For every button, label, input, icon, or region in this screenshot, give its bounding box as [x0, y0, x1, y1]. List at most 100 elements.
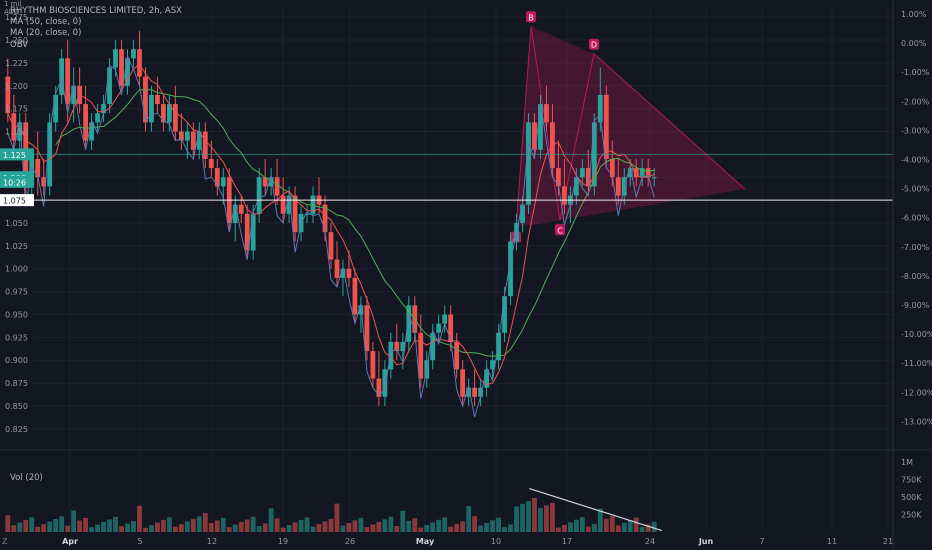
- pattern-point-label: D: [591, 41, 597, 50]
- candle-body: [71, 85, 77, 105]
- x-tick-label: 12: [207, 537, 217, 546]
- candle-body: [394, 341, 400, 352]
- volume-bar: [95, 524, 100, 532]
- volume-bar: [394, 526, 400, 532]
- volume-bar: [280, 527, 286, 532]
- volume-legend[interactable]: Vol (20): [10, 473, 43, 483]
- x-tick-label: 21: [883, 537, 893, 546]
- x-tick-label: 7: [759, 537, 764, 546]
- volume-bar: [178, 524, 184, 532]
- volume-bar: [322, 521, 328, 532]
- candle-body: [454, 341, 460, 370]
- volume-bar: [645, 524, 651, 532]
- x-tick-label: 10: [491, 537, 501, 546]
- volume-bar: [412, 518, 418, 532]
- candle-body: [232, 204, 238, 223]
- volume-bar: [244, 519, 250, 532]
- right-tick-label: -5.00%: [901, 185, 930, 194]
- candle-body: [137, 49, 142, 77]
- volume-bar: [53, 518, 59, 532]
- obv-line: [7, 54, 655, 418]
- volume-bar: [556, 527, 561, 532]
- candle-body: [460, 369, 466, 397]
- volume-bar: [220, 517, 226, 532]
- x-tick-label: 24: [645, 537, 655, 546]
- candle-body: [609, 158, 615, 178]
- volume-bar: [334, 503, 340, 532]
- candle-body: [83, 104, 89, 141]
- volume-bar: [454, 523, 460, 532]
- candle-body: [53, 94, 59, 123]
- left-tick-label: 0.825: [5, 425, 28, 434]
- candle-body: [113, 49, 118, 68]
- volume-bar: [17, 522, 23, 532]
- candle-body: [35, 158, 41, 178]
- ma20-legend[interactable]: MA (20, close, 0): [10, 28, 82, 39]
- volume-bar: [346, 522, 352, 532]
- candle-body: [358, 305, 364, 315]
- volume-bar: [292, 522, 298, 532]
- pattern-point-label: B: [528, 13, 534, 22]
- volume-bar: [5, 515, 11, 532]
- ma50-legend[interactable]: MA (50, close, 0): [10, 17, 82, 28]
- candle-body: [131, 49, 136, 59]
- right-tick-label: 0.00%: [901, 39, 927, 48]
- volume-bar: [166, 517, 172, 532]
- right-tick-label: -13.00%: [901, 417, 932, 426]
- candle-body: [466, 387, 472, 397]
- currency-label: AUD: [4, 8, 20, 16]
- volume-bar: [370, 524, 376, 532]
- volume-bar: [137, 505, 142, 532]
- volume-bar: [358, 517, 364, 532]
- pattern-outline: [515, 26, 746, 228]
- volume-bar: [466, 506, 472, 532]
- volume-bar: [496, 517, 501, 532]
- x-tick-label: 17: [562, 537, 572, 546]
- candle-body: [149, 94, 154, 123]
- left-tick-label: 0.925: [5, 333, 28, 342]
- right-tick-label: -7.00%: [901, 243, 930, 252]
- candle-body: [627, 168, 633, 178]
- horizontal-levels: [0, 153, 893, 201]
- volume-bar: [107, 519, 112, 532]
- left-tick-label: 0.850: [5, 402, 28, 411]
- left-tick-label: 1.025: [5, 242, 28, 251]
- left-tick-label: 1.275: [5, 13, 28, 22]
- volume-bar: [59, 516, 65, 532]
- candle-body: [166, 104, 172, 123]
- chart-legend: RHYTHM BIOSCIENCES LIMITED, 2h, ASX MA (…: [10, 6, 182, 51]
- volume-bar: [609, 516, 615, 532]
- volume-bar: [184, 521, 190, 532]
- volume-bar: [11, 525, 17, 532]
- volume-bar: [202, 513, 208, 532]
- candle-body: [645, 168, 651, 178]
- candle-body: [538, 104, 543, 150]
- obv-legend[interactable]: OBV: [10, 39, 29, 50]
- volume-bar: [436, 519, 442, 532]
- volume-bar: [591, 523, 597, 532]
- candle-body: [322, 204, 328, 233]
- candle-body: [585, 168, 591, 187]
- left-tick-label: 0.900: [5, 356, 28, 365]
- candle-body: [573, 177, 579, 196]
- volume-bar: [639, 526, 645, 532]
- pattern-fill: [516, 26, 745, 228]
- chart-grid: [33, 8, 893, 532]
- left-tick-label: 0.975: [5, 288, 28, 297]
- price-tag-box: [0, 148, 34, 161]
- x-tick-label: 5: [137, 537, 142, 546]
- chart-title[interactable]: RHYTHM BIOSCIENCES LIMITED, 2h, ASX: [10, 6, 182, 16]
- volume-bar: [388, 516, 394, 532]
- left-tick-label: 1.150: [5, 128, 28, 137]
- volume-bar: [382, 519, 388, 532]
- right-tick-label: -10.00%: [901, 330, 932, 339]
- timezone-button[interactable]: Z: [2, 537, 8, 546]
- volume-bar: [286, 525, 292, 532]
- left-tick-label: 1.175: [5, 105, 28, 114]
- volume-bar: [621, 522, 627, 532]
- volume-bar: [161, 519, 166, 532]
- price-tag-box: [0, 175, 34, 188]
- candle-body: [544, 104, 549, 123]
- volume-bar: [478, 525, 484, 532]
